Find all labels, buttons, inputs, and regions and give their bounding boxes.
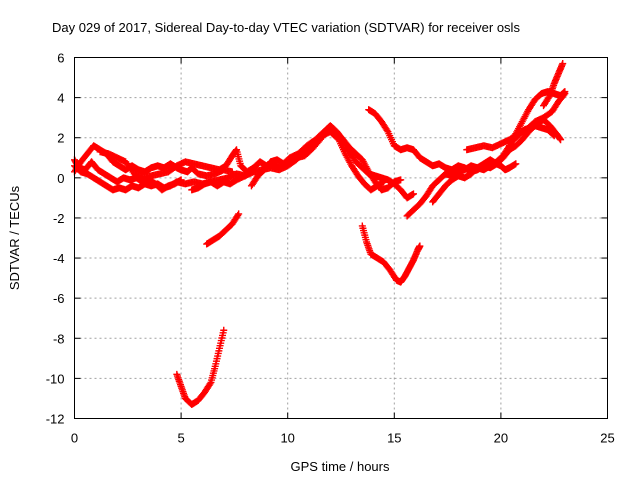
y-tick-label: 4 [57,91,64,106]
data-point [397,176,405,184]
y-tick-label: 0 [57,171,64,186]
x-tick-label: 25 [600,431,614,446]
series-arc-14 [540,60,567,110]
x-axis-label: GPS time / hours [291,459,390,474]
data-point [512,160,520,168]
y-tick-label: 2 [57,131,64,146]
x-tick-label: 10 [280,431,294,446]
series-arc-10 [365,106,558,176]
series-arc-9 [358,222,424,286]
x-tick-label: 0 [71,431,78,446]
y-tick-label: -4 [53,251,65,266]
y-tick-labels: -12 -10 -8 -6 -4 -2 0 2 4 6 [46,51,65,427]
y-tick-label: 6 [57,51,64,66]
data-point [561,90,569,98]
data-marks [71,60,569,408]
series-arc-8 [173,326,228,408]
data-point [545,93,553,101]
x-tick-label: 15 [387,431,401,446]
series-arc-3 [71,156,185,194]
y-tick-label: -8 [53,331,65,346]
x-tick-label: 5 [177,431,184,446]
x-tick-label: 20 [494,431,508,446]
data-point [416,242,424,250]
x-tick-labels: 0 5 10 15 20 25 [71,431,615,446]
series-arc-11 [403,88,569,220]
data-point [206,380,214,388]
data-point [177,176,185,184]
data-point [559,60,567,68]
data-point [557,136,565,144]
data-point [220,326,228,334]
series-arc-12 [429,156,520,206]
y-axis-label: SDTVAR / TECUs [7,185,22,290]
y-tick-label: -12 [46,412,65,427]
data-point [235,210,243,218]
plot-frame [74,57,608,419]
y-tick-label: -6 [53,291,65,306]
y-tick-label: -2 [53,211,65,226]
data-point [380,178,388,186]
series-arc-7 [203,210,243,248]
series-arc-6 [247,122,405,194]
chart-title: Day 029 of 2017, Sidereal Day-to-day VTE… [52,20,520,35]
data-point [234,211,242,219]
data-point [560,91,568,99]
y-tick-label: -10 [46,371,65,386]
data-point [409,190,417,198]
series-arc-15 [463,90,569,154]
series-arc-1 [71,142,236,180]
